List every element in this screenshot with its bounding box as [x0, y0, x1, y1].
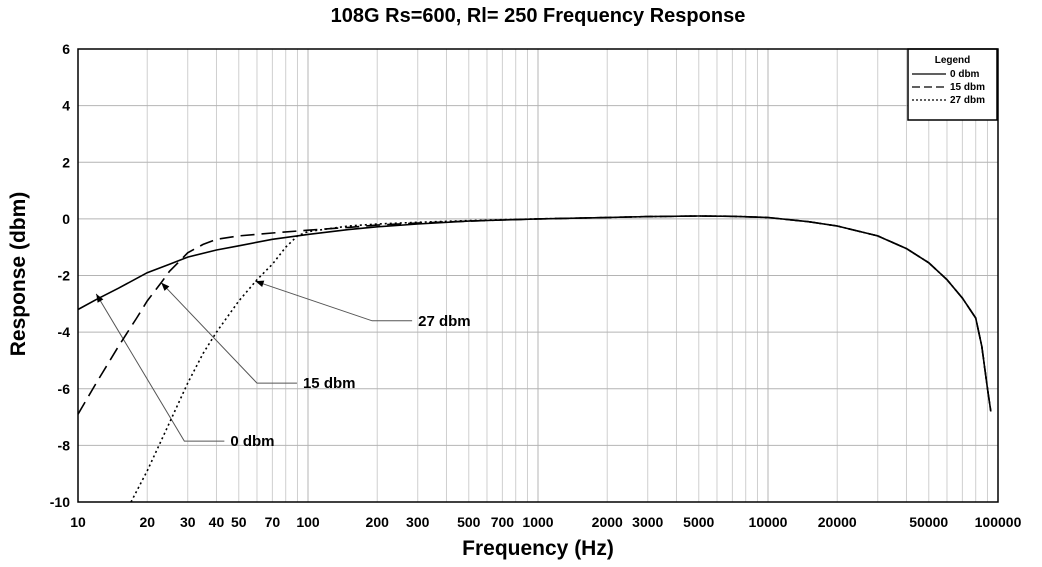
x-tick-label: 50: [231, 514, 247, 530]
series-line-15-dbm: [77, 215, 992, 415]
legend-box: [907, 48, 998, 121]
x-tick-label: 300: [406, 514, 430, 530]
series-lines: [77, 215, 992, 503]
x-tick-label: 1000: [522, 514, 553, 530]
x-tick-label: 40: [209, 514, 225, 530]
y-tick-label: 2: [62, 154, 70, 170]
annotation-leader-line: [160, 282, 297, 384]
x-tick-label: 70: [265, 514, 281, 530]
tick-labels: 10 20 30 40 50 70 100 200 300 500 700 1000 2000 3000 5…: [50, 41, 1022, 530]
x-tick-label: 3000: [632, 514, 663, 530]
x-tick-label: 100: [296, 514, 320, 530]
annotation-leader-line: [255, 280, 413, 322]
x-tick-label: 10000: [749, 514, 788, 530]
x-tick-label: 2000: [592, 514, 623, 530]
chart-title: 108G Rs=600, Rl= 250 Frequency Response: [331, 5, 746, 27]
x-tick-label: 50000: [909, 514, 948, 530]
x-tick-label: 200: [366, 514, 390, 530]
x-tick-label: 30: [180, 514, 196, 530]
x-tick-label: 100000: [975, 514, 1022, 530]
y-tick-label: -2: [58, 268, 71, 284]
legend-entry: 0 dbm: [950, 69, 980, 80]
x-tick-label: 700: [491, 514, 515, 530]
x-tick-label: 20: [139, 514, 155, 530]
series-line-0-dbm: [77, 215, 992, 412]
series-line-27-dbm: [130, 215, 992, 503]
legend-title: Legend: [935, 55, 971, 66]
y-tick-label: -8: [58, 437, 71, 453]
annotation-arrowhead: [161, 282, 170, 291]
annotation-label: 0 dbm: [230, 433, 274, 450]
annotation-arrowhead: [255, 280, 265, 288]
x-axis-label: Frequency (Hz): [462, 537, 614, 560]
plot-area-border: [77, 48, 999, 503]
x-tick-label: 20000: [818, 514, 857, 530]
legend-entry: 27 dbm: [950, 95, 985, 106]
y-tick-label: -6: [58, 381, 71, 397]
legend: Legend 0 dbm 15 dbm 27 dbm: [907, 48, 998, 121]
grid: [78, 49, 998, 502]
annotation-leader-line: [95, 293, 225, 442]
y-tick-label: -4: [58, 324, 71, 340]
x-tick-label: 500: [457, 514, 481, 530]
legend-entry: 15 dbm: [950, 82, 985, 93]
y-tick-label: 0: [62, 211, 70, 227]
annotation-label: 15 dbm: [303, 375, 356, 392]
y-tick-label: 4: [62, 98, 70, 114]
x-tick-label: 10: [70, 514, 86, 530]
annotations: 27 dbm 15 dbm 0 dbm: [95, 280, 471, 450]
y-tick-label: -10: [50, 494, 70, 510]
y-axis-label: Response (dbm): [7, 192, 30, 357]
x-tick-label: 5000: [683, 514, 714, 530]
annotation-label: 27 dbm: [418, 313, 471, 330]
y-tick-label: 6: [62, 41, 70, 57]
